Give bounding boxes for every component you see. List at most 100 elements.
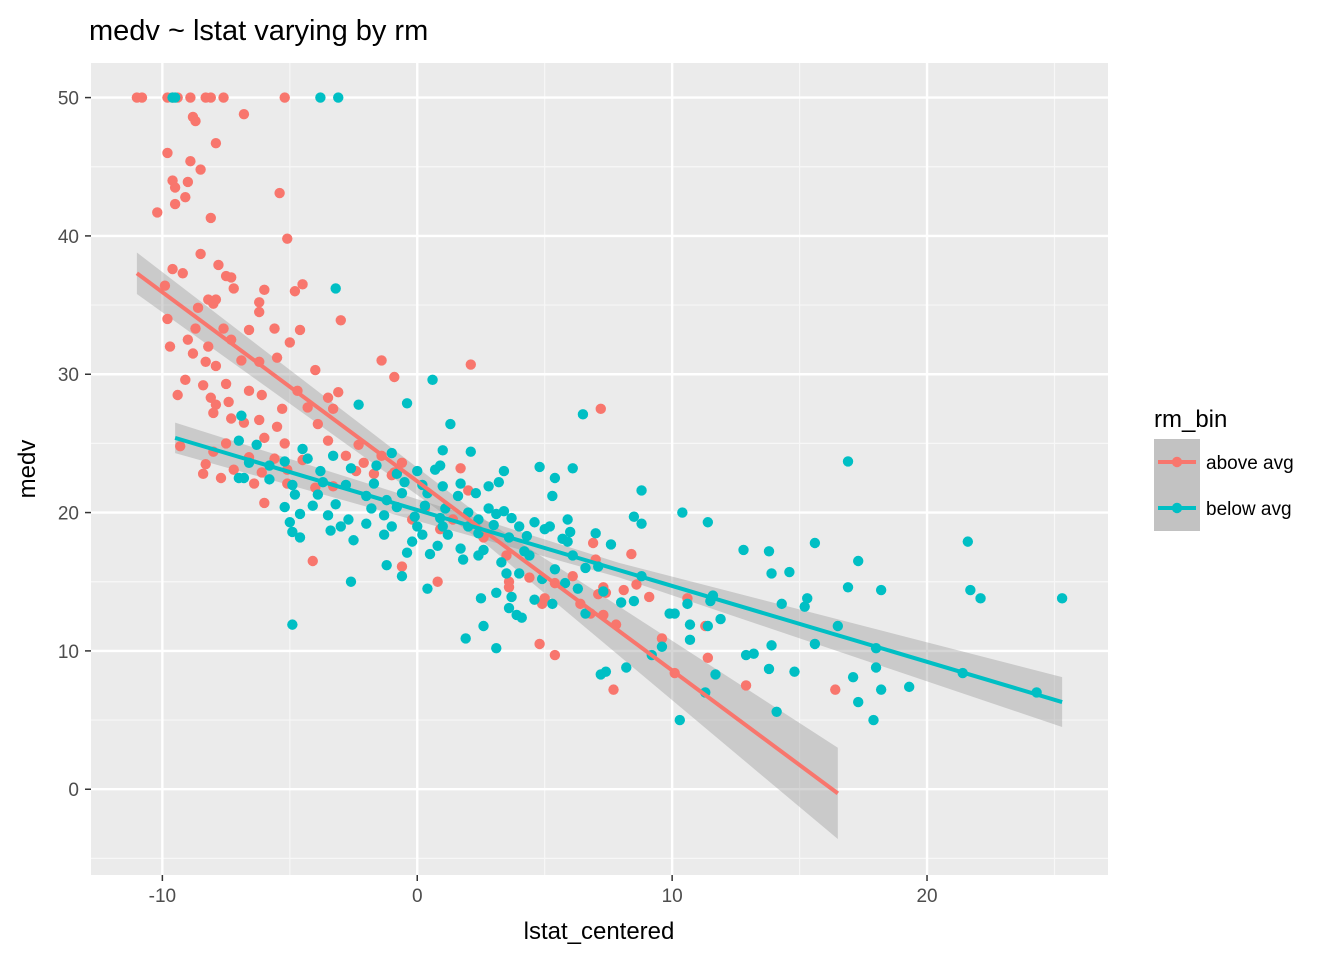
point-above-avg	[368, 468, 380, 480]
point-below-avg	[325, 525, 336, 536]
point-below-avg	[501, 568, 512, 579]
point-below-avg	[386, 447, 397, 459]
point-above-avg	[276, 403, 288, 415]
point-above-avg	[228, 283, 239, 294]
point-above-avg	[282, 233, 293, 244]
point-below-avg	[656, 641, 668, 652]
fit-line-below-avg	[174, 435, 1063, 705]
point-below-avg	[809, 638, 821, 650]
point-below-avg	[419, 500, 431, 511]
point-below-avg	[378, 529, 390, 540]
point-above-avg	[294, 324, 306, 336]
point-below-avg	[809, 537, 821, 549]
point-above-avg	[152, 207, 163, 218]
point-below-avg	[539, 523, 550, 535]
point-above-avg	[289, 286, 301, 297]
point-above-avg	[259, 497, 270, 509]
y-tick-label: 0	[68, 780, 79, 801]
chart-title: medv ~ lstat varying by rm	[89, 15, 428, 47]
point-below-avg	[870, 662, 882, 673]
point-above-avg	[210, 138, 222, 149]
point-above-avg	[256, 389, 267, 401]
point-below-avg	[567, 463, 578, 474]
point-below-avg	[333, 92, 344, 103]
point-below-avg	[412, 521, 423, 532]
point-below-avg	[763, 546, 775, 557]
point-below-avg	[564, 526, 576, 538]
point-below-avg	[455, 478, 466, 489]
point-below-avg	[572, 583, 584, 594]
point-above-avg	[322, 435, 334, 446]
point-below-avg	[371, 460, 382, 471]
point-below-avg	[406, 536, 418, 547]
point-below-avg	[422, 583, 433, 594]
point-below-avg	[506, 512, 517, 524]
point-below-avg	[378, 510, 390, 521]
y-tick-label: 30	[58, 365, 79, 386]
point-below-avg	[236, 410, 247, 421]
point-below-avg	[628, 595, 640, 607]
point-below-avg	[600, 666, 612, 677]
point-below-avg	[514, 568, 525, 579]
point-above-avg	[327, 403, 339, 415]
point-above-avg	[644, 591, 655, 603]
point-above-avg	[180, 191, 191, 203]
point-below-avg	[628, 511, 640, 522]
point-above-avg	[534, 638, 545, 650]
point-below-avg	[559, 577, 571, 589]
point-above-avg	[302, 402, 313, 413]
point-below-avg	[424, 548, 436, 560]
point-above-avg	[567, 571, 578, 582]
point-below-avg	[353, 399, 364, 410]
point-below-avg	[289, 489, 301, 500]
point-below-avg	[483, 481, 494, 492]
point-below-avg	[307, 500, 318, 511]
point-above-avg	[259, 432, 270, 444]
point-below-avg	[233, 435, 245, 446]
point-below-avg	[763, 663, 775, 675]
point-above-avg	[465, 359, 476, 370]
point-below-avg	[875, 584, 887, 596]
point-above-avg	[333, 387, 344, 398]
point-above-avg	[455, 463, 466, 474]
point-above-avg	[180, 374, 191, 385]
point-below-avg	[348, 535, 359, 546]
point-below-avg	[491, 642, 502, 654]
point-below-avg	[710, 669, 721, 680]
point-above-avg	[396, 457, 408, 468]
point-above-avg	[274, 187, 285, 199]
point-below-avg	[491, 508, 502, 520]
point-above-avg	[432, 576, 443, 587]
point-above-avg	[396, 561, 408, 572]
point-below-avg	[1056, 593, 1068, 604]
legend-title: rm_bin	[1154, 406, 1227, 433]
point-below-avg	[766, 568, 777, 579]
point-below-avg	[590, 528, 601, 539]
point-below-avg	[287, 619, 298, 630]
point-above-avg	[195, 164, 206, 175]
point-above-avg	[631, 579, 642, 590]
point-above-avg	[172, 389, 183, 401]
point-below-avg	[368, 478, 380, 489]
point-below-avg	[529, 594, 540, 605]
point-below-avg	[842, 582, 854, 593]
point-below-avg	[279, 501, 290, 513]
scatter-points	[131, 92, 1068, 726]
point-below-avg	[391, 468, 403, 480]
point-below-avg	[636, 485, 647, 496]
point-below-avg	[294, 508, 306, 520]
point-above-avg	[220, 438, 232, 449]
y-tick-label: 20	[58, 504, 79, 525]
legend-label-below-avg: below avg	[1206, 499, 1292, 520]
point-above-avg	[223, 396, 234, 408]
point-below-avg	[598, 586, 609, 597]
point-below-avg	[343, 514, 354, 525]
point-below-avg	[345, 576, 357, 587]
point-below-avg	[715, 613, 726, 625]
point-below-avg	[524, 550, 535, 561]
y-axis: 0 10 20 30 40 50	[58, 89, 91, 801]
point-above-avg	[340, 450, 352, 462]
point-below-avg	[547, 598, 558, 610]
point-below-avg	[521, 530, 533, 542]
point-below-avg	[580, 608, 591, 619]
